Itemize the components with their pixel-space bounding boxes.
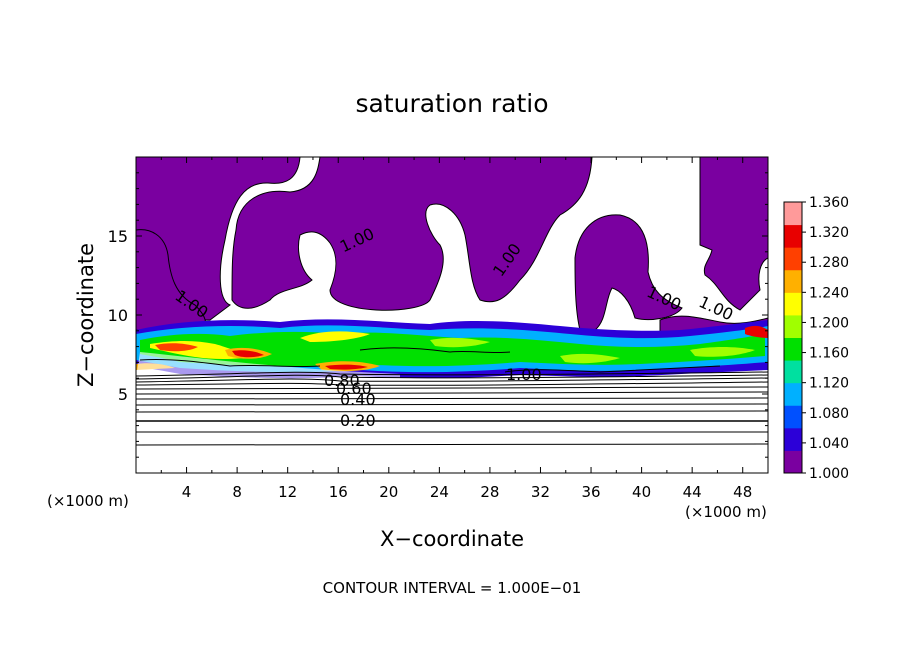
x-tick-label: 20 (379, 483, 398, 501)
colorbar-swatch (784, 247, 802, 271)
colorbar-label: 1.200 (809, 315, 849, 331)
colorbar-label: 1.240 (809, 285, 849, 301)
chart-title: saturation ratio (355, 89, 548, 118)
colorbar-frame (783, 201, 803, 474)
colorbar-labels: 1.360 1.320 1.280 1.240 1.200 1.160 1.120 1.080… (802, 195, 849, 482)
colorbar-swatch (784, 269, 802, 293)
x-tick-label: 36 (581, 483, 600, 501)
colorbar-swatch (784, 337, 802, 361)
x-tick-label: 24 (430, 483, 449, 501)
y-axis-ticks: 5 10 15 (108, 172, 768, 458)
saturated-regions (136, 157, 768, 341)
colorbar-label: 1.160 (809, 346, 849, 362)
x-tick-label: 16 (329, 483, 348, 501)
y-tick-label: 5 (118, 385, 128, 404)
x-tick-label: 4 (182, 483, 192, 501)
x-tick-label: 28 (480, 483, 499, 501)
colorbar-swatch (784, 292, 802, 316)
colorbar-label: 1.120 (809, 376, 849, 392)
colorbar-swatch (784, 405, 802, 429)
x-tick-label: 8 (232, 483, 242, 501)
contour-label: 0.60 (336, 379, 372, 398)
contour-label: 1.00 (506, 365, 542, 384)
contour-lines (136, 347, 768, 446)
colorbar-label: 1.280 (809, 255, 849, 271)
x-tick-label: 48 (733, 483, 752, 501)
colorbar-swatch (784, 224, 802, 248)
x-tick-label: 32 (531, 483, 550, 501)
contour-interval-note: CONTOUR INTERVAL = 1.000E−01 (323, 579, 582, 597)
contour-label: 0.40 (340, 390, 376, 409)
cloud-band (136, 319, 768, 379)
colorbar-label: 1.040 (809, 436, 849, 452)
colorbar-label: 1.000 (809, 466, 849, 482)
y-axis-label: Z−coordinate (74, 243, 98, 387)
colorbar-label: 1.320 (809, 225, 849, 241)
plot-area (136, 157, 768, 473)
y-tick-label: 15 (108, 227, 128, 246)
contour-label: 0.20 (340, 411, 376, 430)
x-axis-label: X−coordinate (380, 527, 524, 551)
y-axis-unit: (×1000 m) (47, 492, 129, 510)
colorbar-swatch (784, 314, 802, 338)
colorbar-swatch (784, 202, 802, 226)
colorbar-swatch (784, 450, 802, 474)
colorbar-swatch (784, 382, 802, 406)
colorbar (783, 201, 803, 474)
x-tick-label: 44 (683, 483, 702, 501)
x-axis-ticks: 4 8 12 16 20 24 28 32 36 40 44 48 (160, 157, 752, 501)
colorbar-swatch (784, 427, 802, 451)
x-tick-label: 40 (632, 483, 651, 501)
colorbar-swatch (784, 360, 802, 384)
colorbar-label: 1.080 (809, 406, 849, 422)
y-tick-label: 10 (108, 306, 128, 325)
colorbar-label: 1.360 (809, 195, 849, 211)
x-axis-unit: (×1000 m) (685, 503, 767, 521)
contour-label: 0.80 (324, 371, 360, 390)
x-tick-label: 12 (278, 483, 297, 501)
